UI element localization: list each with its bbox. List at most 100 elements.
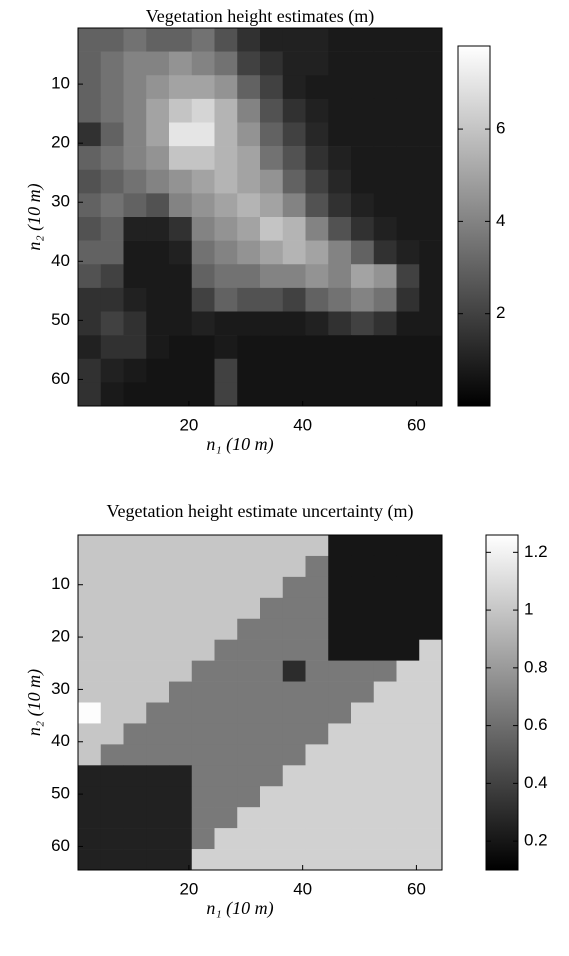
heatmap-cell [260, 618, 284, 640]
heatmap-cell [328, 169, 352, 194]
heatmap-cell [373, 576, 397, 599]
heatmap-cell [351, 193, 375, 218]
heatmap-cell [396, 122, 420, 147]
heatmap-cell [351, 744, 375, 766]
colorbar-tick-label: 1 [524, 600, 533, 619]
heatmap-cell [396, 744, 420, 766]
heatmap-cell [373, 786, 397, 808]
heatmap-cell [282, 264, 306, 289]
heatmap-cell [305, 28, 329, 52]
heatmap-cell [191, 681, 215, 703]
heatmap-cell [78, 660, 102, 682]
heatmap-cell [351, 807, 375, 829]
heatmap-cell [260, 597, 284, 620]
heatmap-cell [328, 264, 352, 289]
heatmap-cell [214, 807, 238, 829]
heatmap-cell [146, 849, 170, 871]
heatmap-cell [146, 639, 170, 661]
heatmap-cell [100, 597, 124, 620]
heatmap-cell [169, 382, 193, 407]
heatmap-cell [396, 311, 420, 336]
heatmap-cell [328, 723, 352, 745]
heatmap-cell [419, 681, 443, 703]
colorbar-tick-label: 0.4 [524, 773, 548, 792]
heatmap-cell [169, 849, 193, 871]
heatmap-cell [351, 287, 375, 312]
heatmap-cell [282, 639, 306, 661]
heatmap-cell [419, 660, 443, 682]
heatmap-cell [373, 639, 397, 661]
heatmap-cell [237, 240, 261, 265]
heatmap-cell [169, 597, 193, 620]
heatmap-cell [373, 535, 397, 557]
heatmap-cell [169, 264, 193, 289]
heatmap-cell [78, 382, 102, 407]
heatmap-cell [214, 828, 238, 850]
heatmap-cell [214, 169, 238, 194]
heatmap-cell [305, 807, 329, 829]
plot-frame [77, 27, 443, 407]
heatmap-cell [419, 146, 443, 171]
heatmap-cell [419, 765, 443, 787]
heatmap-cell [169, 335, 193, 360]
heatmap-cell [146, 702, 170, 724]
heatmap-cell [396, 639, 420, 661]
heatmap-cell [169, 51, 193, 76]
heatmap-cell [328, 382, 352, 407]
heatmap-cell [328, 639, 352, 661]
heatmap-cell [146, 597, 170, 620]
heatmap-cell [328, 28, 352, 52]
heatmap-cell [237, 98, 261, 123]
heatmap-cell [351, 702, 375, 724]
heatmap-cell [396, 597, 420, 620]
heatmap-cell [373, 98, 397, 123]
heatmap-cell [123, 639, 147, 661]
heatmap-cell [396, 98, 420, 123]
colorbar [485, 534, 519, 871]
heatmap-cell [123, 576, 147, 599]
heatmap-cell [146, 217, 170, 241]
heatmap-cell [351, 311, 375, 336]
heatmap-cell [214, 98, 238, 123]
heatmap-cell [396, 807, 420, 829]
heatmap-cell [191, 849, 215, 871]
heatmap-cell [419, 358, 443, 383]
heatmap-cell [123, 358, 147, 383]
heatmap-cell [260, 576, 284, 599]
heatmap-cell [260, 98, 284, 123]
heatmap-cell [351, 660, 375, 682]
heatmap-cell [169, 744, 193, 766]
heatmap-cell [123, 660, 147, 682]
x-tick-label: 20 [179, 415, 198, 434]
heatmap-cell [373, 169, 397, 194]
heatmap-cell [146, 287, 170, 312]
heatmap-cell [282, 786, 306, 808]
heatmap-cell [373, 382, 397, 407]
y-tick-label: 10 [51, 574, 70, 593]
heatmap-cell [169, 639, 193, 661]
heatmap-cell [78, 618, 102, 640]
heatmap-cell [419, 193, 443, 218]
heatmap-cell [328, 744, 352, 766]
heatmap-cell [419, 264, 443, 289]
heatmap-cell [260, 639, 284, 661]
heatmap-cell [214, 264, 238, 289]
heatmap-cell [305, 681, 329, 703]
heatmap-cell [237, 335, 261, 360]
heatmap-cell [169, 618, 193, 640]
heatmap-cell [419, 122, 443, 147]
heatmap-cell [146, 28, 170, 52]
heatmap-cell [100, 660, 124, 682]
heatmap-cell [282, 169, 306, 194]
heatmap-cell [419, 786, 443, 808]
heatmap-cell [100, 535, 124, 557]
heatmap-cell [328, 193, 352, 218]
heatmap-cell [78, 702, 102, 724]
heatmap-cell [351, 264, 375, 289]
heatmap-cell [123, 618, 147, 640]
heatmap-cell [305, 75, 329, 100]
heatmap-cell [373, 217, 397, 241]
heatmap-cell [214, 28, 238, 52]
x-tick-label: 60 [407, 415, 426, 434]
heatmap-cell [328, 311, 352, 336]
